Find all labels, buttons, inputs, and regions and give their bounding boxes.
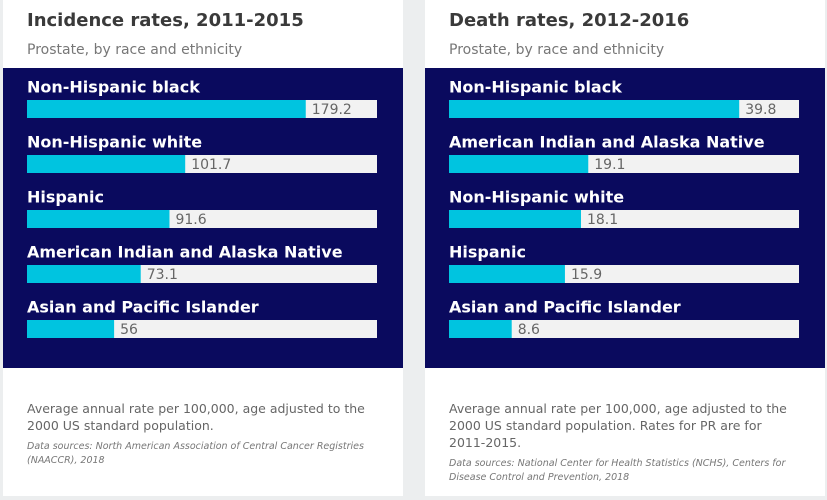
chart: Non-Hispanic black 39.8 American Indian an… [449, 78, 799, 338]
bar [27, 155, 186, 173]
footnote: Average annual rate per 100,000, age adj… [449, 401, 787, 450]
chart-panel: Death rates, 2012-2016 Prostate, by race … [425, 0, 825, 496]
value-label: 18.1 [587, 212, 618, 228]
value-label: 8.6 [518, 322, 540, 338]
value-label: 73.1 [147, 267, 178, 283]
value-label: 39.8 [745, 102, 776, 118]
source: Data sources: National Center for Health… [449, 458, 786, 483]
category-label: Hispanic [27, 188, 104, 207]
category-label: Non-Hispanic white [449, 188, 624, 207]
category-label: Non-Hispanic black [27, 78, 200, 97]
bar [27, 100, 306, 118]
bar [449, 155, 589, 173]
value-label: 101.7 [191, 157, 231, 173]
chart-subtitle: Prostate, by race and ethnicity [449, 42, 665, 58]
value-label: 15.9 [571, 267, 602, 283]
bar [449, 265, 565, 283]
category-label: American Indian and Alaska Native [27, 243, 343, 262]
category-label: Hispanic [449, 243, 526, 262]
value-label: 56 [120, 322, 138, 338]
bar-track [27, 320, 377, 338]
chart: Non-Hispanic black 179.2 Non-Hispanic whit… [27, 78, 377, 338]
category-label: Non-Hispanic white [27, 133, 202, 152]
source: Data sources: North American Association… [27, 441, 364, 466]
category-label: Non-Hispanic black [449, 78, 622, 97]
footnote: Average annual rate per 100,000, age adj… [27, 401, 365, 433]
chart-title: Incidence rates, 2011-2015 [27, 10, 304, 31]
value-label: 179.2 [312, 102, 352, 118]
chart-panel: Incidence rates, 2011-2015 Prostate, by r… [3, 0, 403, 496]
chart-title: Death rates, 2012-2016 [449, 10, 690, 31]
chart-subtitle: Prostate, by race and ethnicity [27, 42, 243, 58]
bar-track [449, 320, 799, 338]
value-label: 91.6 [175, 212, 206, 228]
bar [449, 320, 512, 338]
category-label: Asian and Pacific Islander [27, 298, 259, 317]
category-label: American Indian and Alaska Native [449, 133, 765, 152]
bar [449, 100, 740, 118]
bar [449, 210, 581, 228]
bar [27, 320, 115, 338]
bar [27, 210, 170, 228]
value-label: 19.1 [594, 157, 625, 173]
category-label: Asian and Pacific Islander [449, 298, 681, 317]
bar [27, 265, 141, 283]
